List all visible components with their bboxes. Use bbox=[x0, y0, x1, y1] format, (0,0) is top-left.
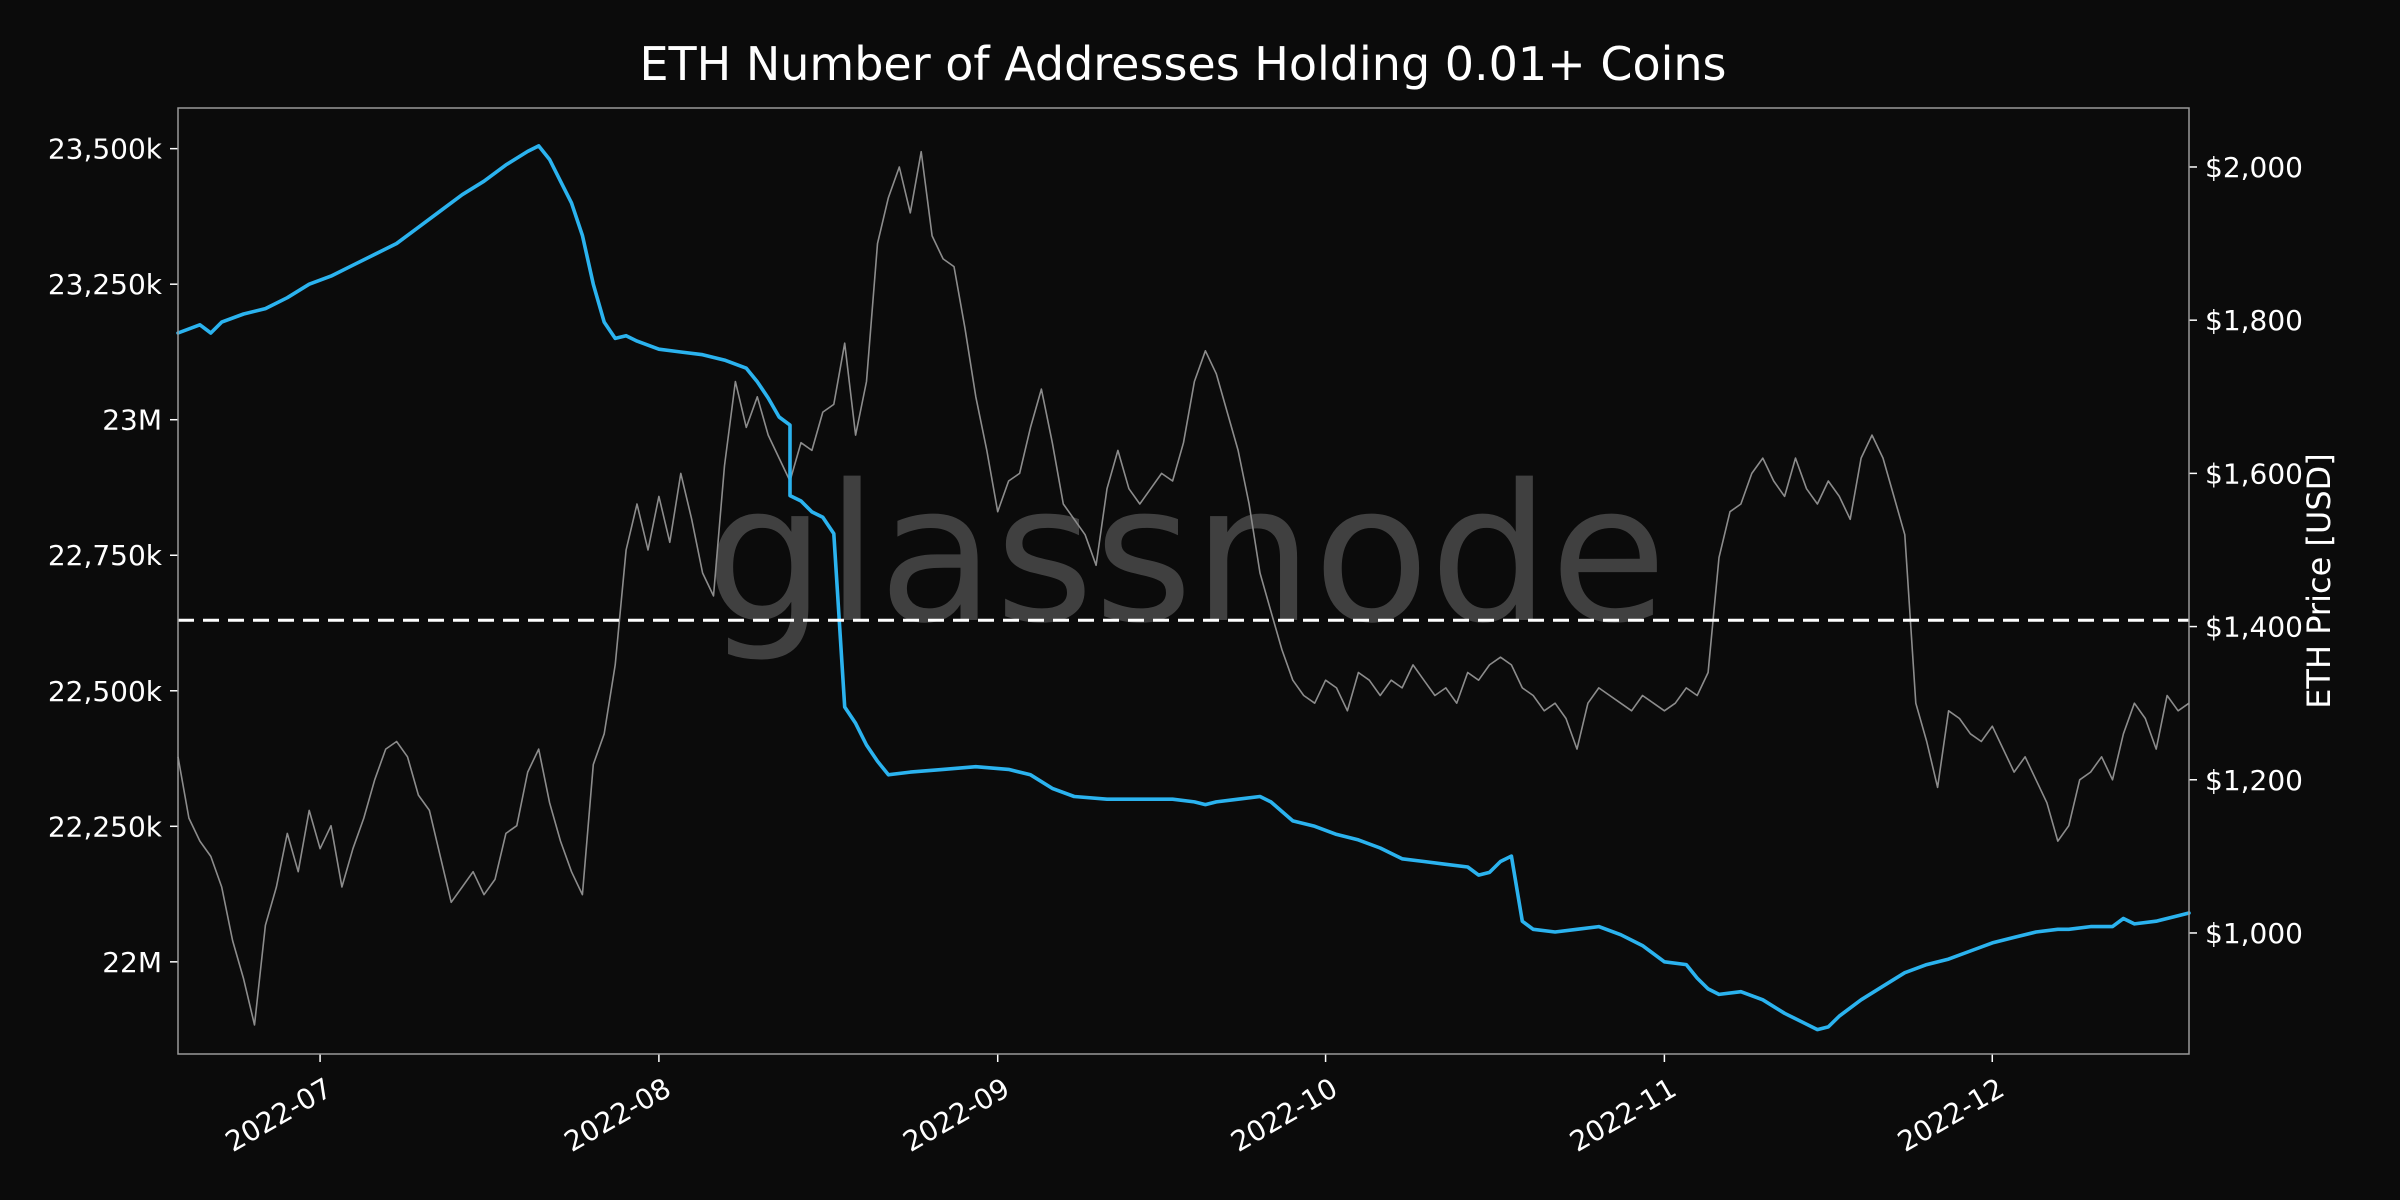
y-tick-label: 22M bbox=[102, 946, 162, 979]
y2-tick-label: $2,000 bbox=[2205, 151, 2303, 184]
price-line bbox=[177, 150, 2190, 1026]
plot-frame bbox=[177, 107, 2190, 1055]
y-tick-label: 22,250k bbox=[48, 810, 163, 843]
y-tick-label: 22,500k bbox=[48, 675, 163, 708]
addresses-series bbox=[176, 144, 2191, 1032]
y2-tick-label: $1,600 bbox=[2205, 457, 2303, 490]
y2-tick-label: $1,200 bbox=[2205, 764, 2303, 797]
y2-tick-label: $1,000 bbox=[2205, 917, 2303, 950]
y-tick-label: 22,750k bbox=[48, 539, 163, 572]
y2-tick-label: $1,400 bbox=[2205, 611, 2303, 644]
y2-axis-label: ETH Price [USD] bbox=[2300, 453, 2338, 709]
y-tick-label: 23M bbox=[102, 404, 162, 437]
chart-title: ETH Number of Addresses Holding 0.01+ Co… bbox=[639, 37, 1726, 91]
y-tick-label: 23,500k bbox=[48, 133, 163, 166]
addresses-line bbox=[176, 144, 2191, 1032]
watermark: glassnode bbox=[705, 444, 1667, 665]
price-series bbox=[177, 150, 2190, 1026]
y-tick-label: 23,250k bbox=[48, 268, 163, 301]
y2-tick-label: $1,800 bbox=[2205, 304, 2303, 337]
